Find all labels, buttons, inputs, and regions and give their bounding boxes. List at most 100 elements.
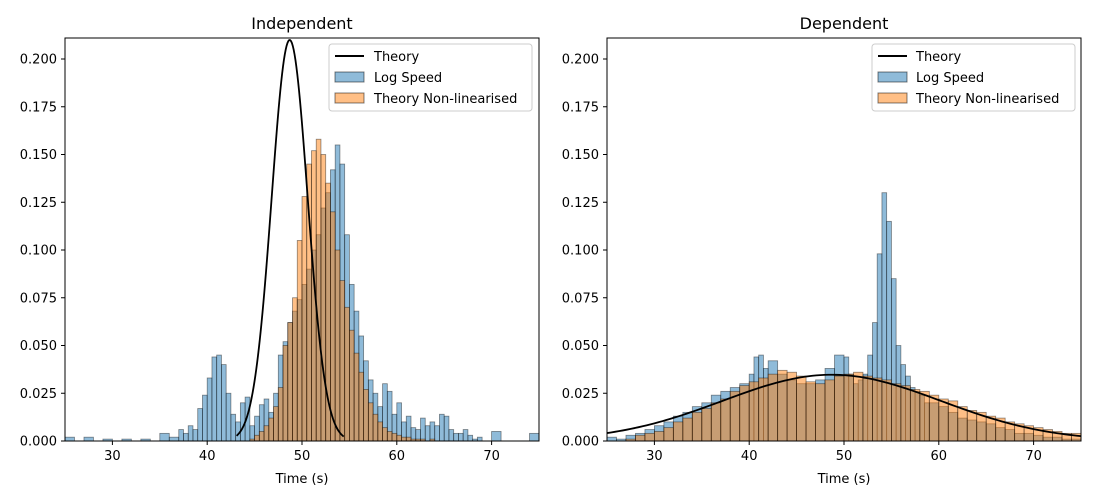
legend-non-linearised-swatch bbox=[334, 92, 365, 104]
x-axis-label: Time (s) bbox=[275, 472, 329, 487]
theory-non-linearised-bar bbox=[358, 371, 365, 441]
theory-non-linearised-bar bbox=[263, 425, 270, 441]
theory-non-linearised-bar bbox=[363, 389, 369, 441]
legend-log-speed-label: Log Speed bbox=[916, 71, 984, 86]
log-speed-bar bbox=[458, 432, 464, 441]
log-speed-bar bbox=[102, 438, 113, 441]
theory-non-linearised-bar bbox=[401, 436, 407, 441]
y-tick-label: 0.050 bbox=[562, 339, 599, 354]
theory-non-linearised-bar bbox=[815, 383, 826, 441]
x-tick-label: 40 bbox=[199, 449, 216, 464]
tick-group: 30 40 50 60 70 0.000 0.025 0.050 0.075 0.100 0.125… bbox=[20, 53, 500, 464]
legend-box bbox=[328, 43, 533, 112]
log-speed-bar bbox=[202, 394, 208, 441]
theory-non-linearised-bar bbox=[957, 406, 968, 441]
log-speed-bar bbox=[263, 398, 270, 441]
theory-non-linearised-bar bbox=[258, 431, 265, 441]
theory-non-linearised-bar bbox=[853, 371, 864, 441]
log-speed-bar bbox=[178, 429, 184, 441]
x-tick-label: 30 bbox=[104, 449, 121, 464]
y-tick-label: 0.075 bbox=[562, 291, 599, 306]
theory-non-linearised-bar bbox=[720, 398, 731, 441]
theory-non-linearised-bar bbox=[966, 410, 978, 441]
theory-non-linearised-bar bbox=[654, 431, 665, 441]
y-tick-label: 0.000 bbox=[20, 435, 57, 450]
log-speed-bar bbox=[192, 429, 199, 441]
theory-non-linearised-bar bbox=[682, 417, 693, 441]
theory-non-linearised-bar bbox=[928, 394, 940, 441]
theory-non-linearised-bar bbox=[805, 381, 816, 441]
theory-non-linearised-bar bbox=[386, 431, 393, 441]
legend-log-speed-swatch bbox=[334, 71, 365, 83]
theory-non-linearised-bar bbox=[372, 413, 379, 441]
x-tick-label: 50 bbox=[836, 449, 853, 464]
theory-non-linearised-bar bbox=[824, 379, 835, 441]
log-speed-bar bbox=[420, 417, 426, 441]
log-speed-bar bbox=[206, 377, 213, 441]
log-speed-bar bbox=[221, 364, 227, 441]
theory-non-linearised-bar bbox=[919, 390, 930, 441]
log-speed-bar bbox=[168, 436, 180, 441]
tick-group: 30 40 50 60 70 0.000 0.025 0.050 0.075 0.100 0.125… bbox=[562, 53, 1042, 464]
log-speed-bar bbox=[410, 427, 417, 441]
y-tick-label: 0.025 bbox=[562, 387, 599, 402]
log-speed-bar bbox=[183, 432, 189, 441]
theory-non-linearised-bar bbox=[891, 383, 902, 441]
theory-non-linearised-bar bbox=[900, 385, 911, 441]
theory-non-linearised-bar bbox=[691, 411, 703, 441]
theory-non-linearised-bar bbox=[1071, 432, 1081, 441]
theory-non-linearised-bar bbox=[644, 432, 655, 441]
theory-non-linearised-bar bbox=[938, 398, 949, 441]
legend-non-linearised-label: Theory Non-linearised bbox=[915, 92, 1059, 107]
theory-non-linearised-bar bbox=[348, 329, 355, 441]
chart-title: Independent bbox=[251, 14, 352, 33]
y-tick-label: 0.000 bbox=[562, 435, 599, 450]
log-speed-bar bbox=[886, 220, 892, 441]
y-tick-label: 0.050 bbox=[20, 339, 57, 354]
theory-non-linearised-bar bbox=[786, 371, 797, 441]
theory-non-linearised-bar bbox=[367, 402, 374, 441]
theory-non-linearised-bar bbox=[834, 375, 845, 441]
chart-independent: Independent 30 40 50 60 70 0.000 0.025 0.050 0.0… bbox=[20, 14, 540, 487]
log-speed-bar bbox=[65, 436, 75, 441]
log-speed-bar bbox=[448, 429, 455, 441]
x-axis-label: Time (s) bbox=[817, 472, 871, 487]
y-tick-label: 0.200 bbox=[20, 53, 57, 68]
log-speed-bar bbox=[453, 432, 459, 441]
y-tick-label: 0.200 bbox=[562, 53, 599, 68]
theory-non-linearised-bar bbox=[301, 196, 308, 441]
legend: Theory Log Speed Theory Non-linearised bbox=[328, 43, 533, 112]
log-speed-bar bbox=[616, 438, 627, 441]
log-speed-bar bbox=[439, 413, 445, 441]
legend: Theory Log Speed Theory Non-linearised bbox=[871, 43, 1076, 112]
log-speed-bar bbox=[607, 436, 617, 441]
log-speed-bar bbox=[443, 415, 450, 441]
x-tick-label: 60 bbox=[389, 449, 406, 464]
log-speed-bar bbox=[476, 436, 483, 441]
theory-non-linearised-bar bbox=[796, 375, 807, 441]
log-speed-bar bbox=[197, 408, 203, 441]
x-tick-label: 40 bbox=[741, 449, 758, 464]
log-speed-bar bbox=[462, 429, 469, 441]
theory-non-linearised-bar bbox=[405, 436, 412, 441]
y-tick-label: 0.075 bbox=[20, 291, 57, 306]
x-tick-label: 70 bbox=[1025, 449, 1042, 464]
legend-log-speed-swatch bbox=[877, 71, 908, 83]
y-tick-label: 0.125 bbox=[20, 196, 57, 211]
theory-non-linearised-bar bbox=[391, 432, 398, 441]
theory-non-linearised-bar bbox=[1004, 421, 1016, 441]
plot-layer bbox=[65, 39, 539, 441]
y-tick-label: 0.175 bbox=[20, 100, 57, 115]
theory-non-linearised-bar bbox=[377, 421, 383, 441]
chart-dependent: Dependent 30 40 50 60 70 0.000 0.025 0.050 0.075… bbox=[562, 14, 1082, 487]
theory-non-linearised-bar bbox=[287, 322, 293, 441]
y-tick-label: 0.100 bbox=[20, 244, 57, 259]
y-tick-label: 0.175 bbox=[562, 100, 599, 115]
theory-non-linearised-bar bbox=[663, 427, 674, 441]
log-speed-bar bbox=[211, 356, 218, 441]
theory-non-linearised-bar bbox=[296, 240, 303, 441]
theory-non-linearised-bar bbox=[881, 379, 892, 441]
log-speed-bar bbox=[216, 354, 222, 441]
theory-non-linearised-bar bbox=[254, 434, 260, 441]
